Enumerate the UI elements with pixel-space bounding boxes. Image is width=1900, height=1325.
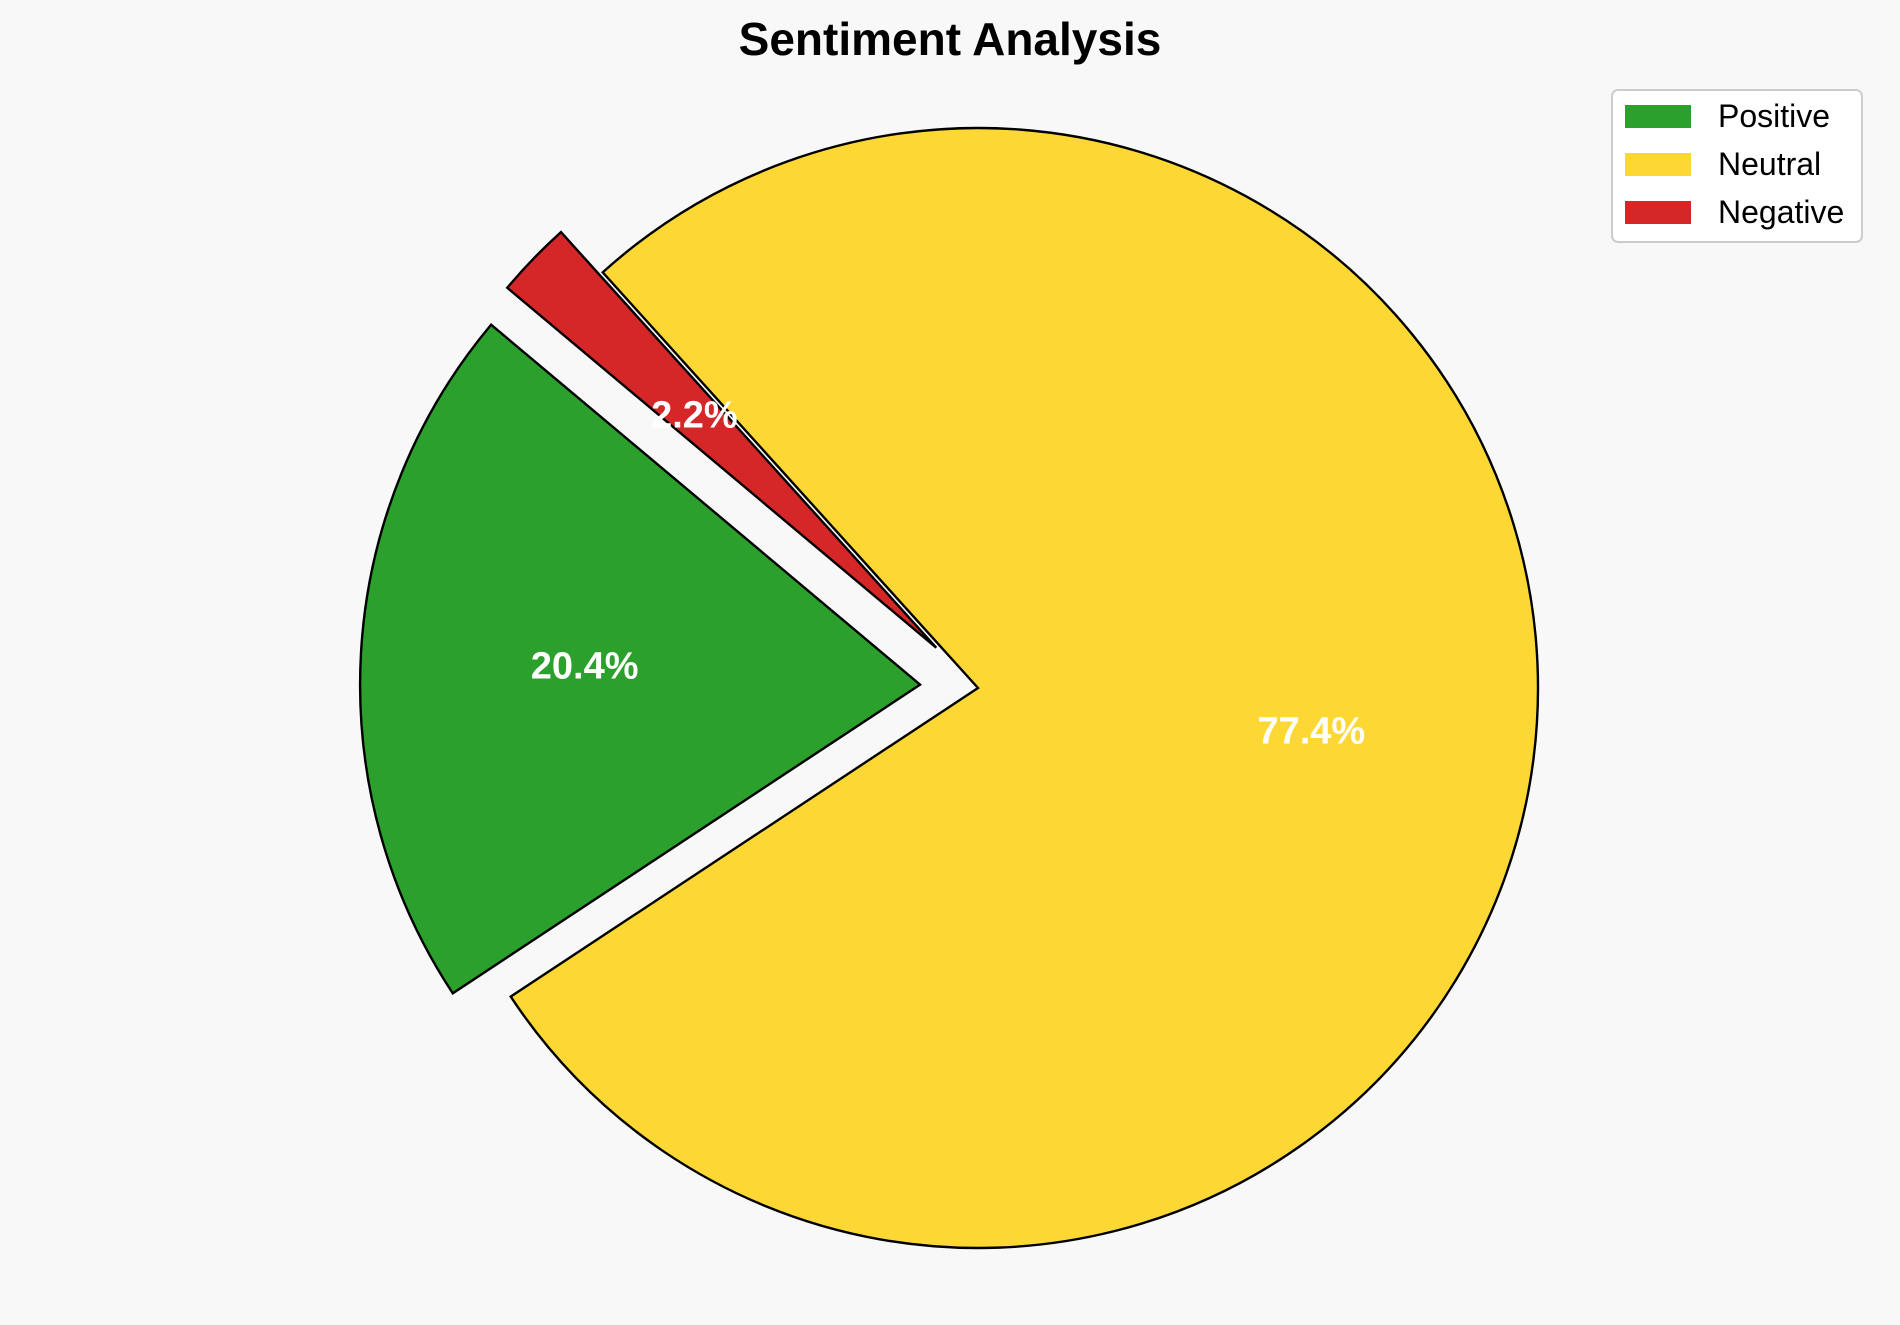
legend-label-positive: Positive <box>1718 98 1830 134</box>
pie-slice-neutral <box>509 126 1540 1250</box>
legend-label-neutral: Neutral <box>1718 146 1821 182</box>
legend-swatch-neutral <box>1625 153 1691 176</box>
legend-label-negative: Negative <box>1718 194 1844 230</box>
pie-slice-negative <box>505 230 938 649</box>
pie-slice-positive <box>358 323 923 995</box>
legend: Positive Neutral Negative <box>1611 89 1863 243</box>
pie-label-negative: 2.2% <box>651 395 738 437</box>
pie-labels: 20.4% 77.4% 2.2% <box>531 395 1365 753</box>
pie-slices <box>358 126 1540 1250</box>
legend-swatch-positive <box>1625 105 1691 128</box>
legend-swatch-negative <box>1625 201 1691 224</box>
pie-label-positive: 20.4% <box>531 645 639 687</box>
chart-title: Sentiment Analysis <box>739 13 1162 65</box>
pie-label-neutral: 77.4% <box>1257 710 1365 752</box>
